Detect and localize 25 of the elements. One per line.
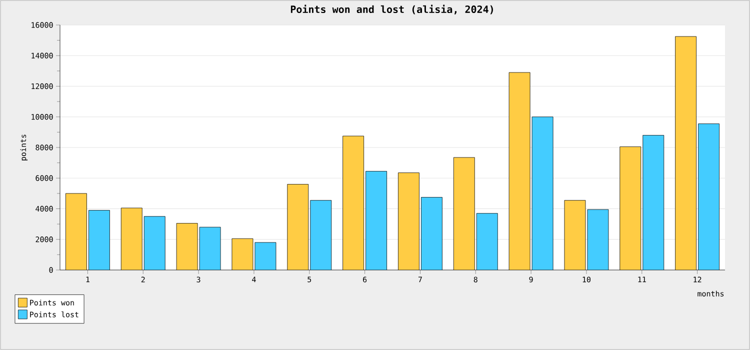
bar xyxy=(88,210,110,270)
bar xyxy=(144,216,166,270)
bar xyxy=(366,171,387,270)
bar xyxy=(476,213,498,270)
bar xyxy=(675,36,696,270)
bar xyxy=(200,227,221,270)
bar xyxy=(232,238,253,270)
bar xyxy=(310,200,332,270)
bar xyxy=(254,242,276,270)
bar xyxy=(342,136,364,270)
bar xyxy=(642,135,664,270)
bar xyxy=(587,210,608,270)
bar xyxy=(620,146,641,270)
bar xyxy=(121,208,142,270)
chart-title: Points won and lost (alisia, 2024) xyxy=(290,4,493,14)
bar xyxy=(509,72,530,270)
bar xyxy=(66,193,87,270)
bar xyxy=(564,200,586,270)
bar xyxy=(454,157,475,270)
bar xyxy=(287,184,308,270)
bar xyxy=(398,172,420,270)
bar xyxy=(176,223,198,270)
bar xyxy=(532,116,554,270)
bar xyxy=(421,197,442,270)
bar xyxy=(698,124,720,270)
